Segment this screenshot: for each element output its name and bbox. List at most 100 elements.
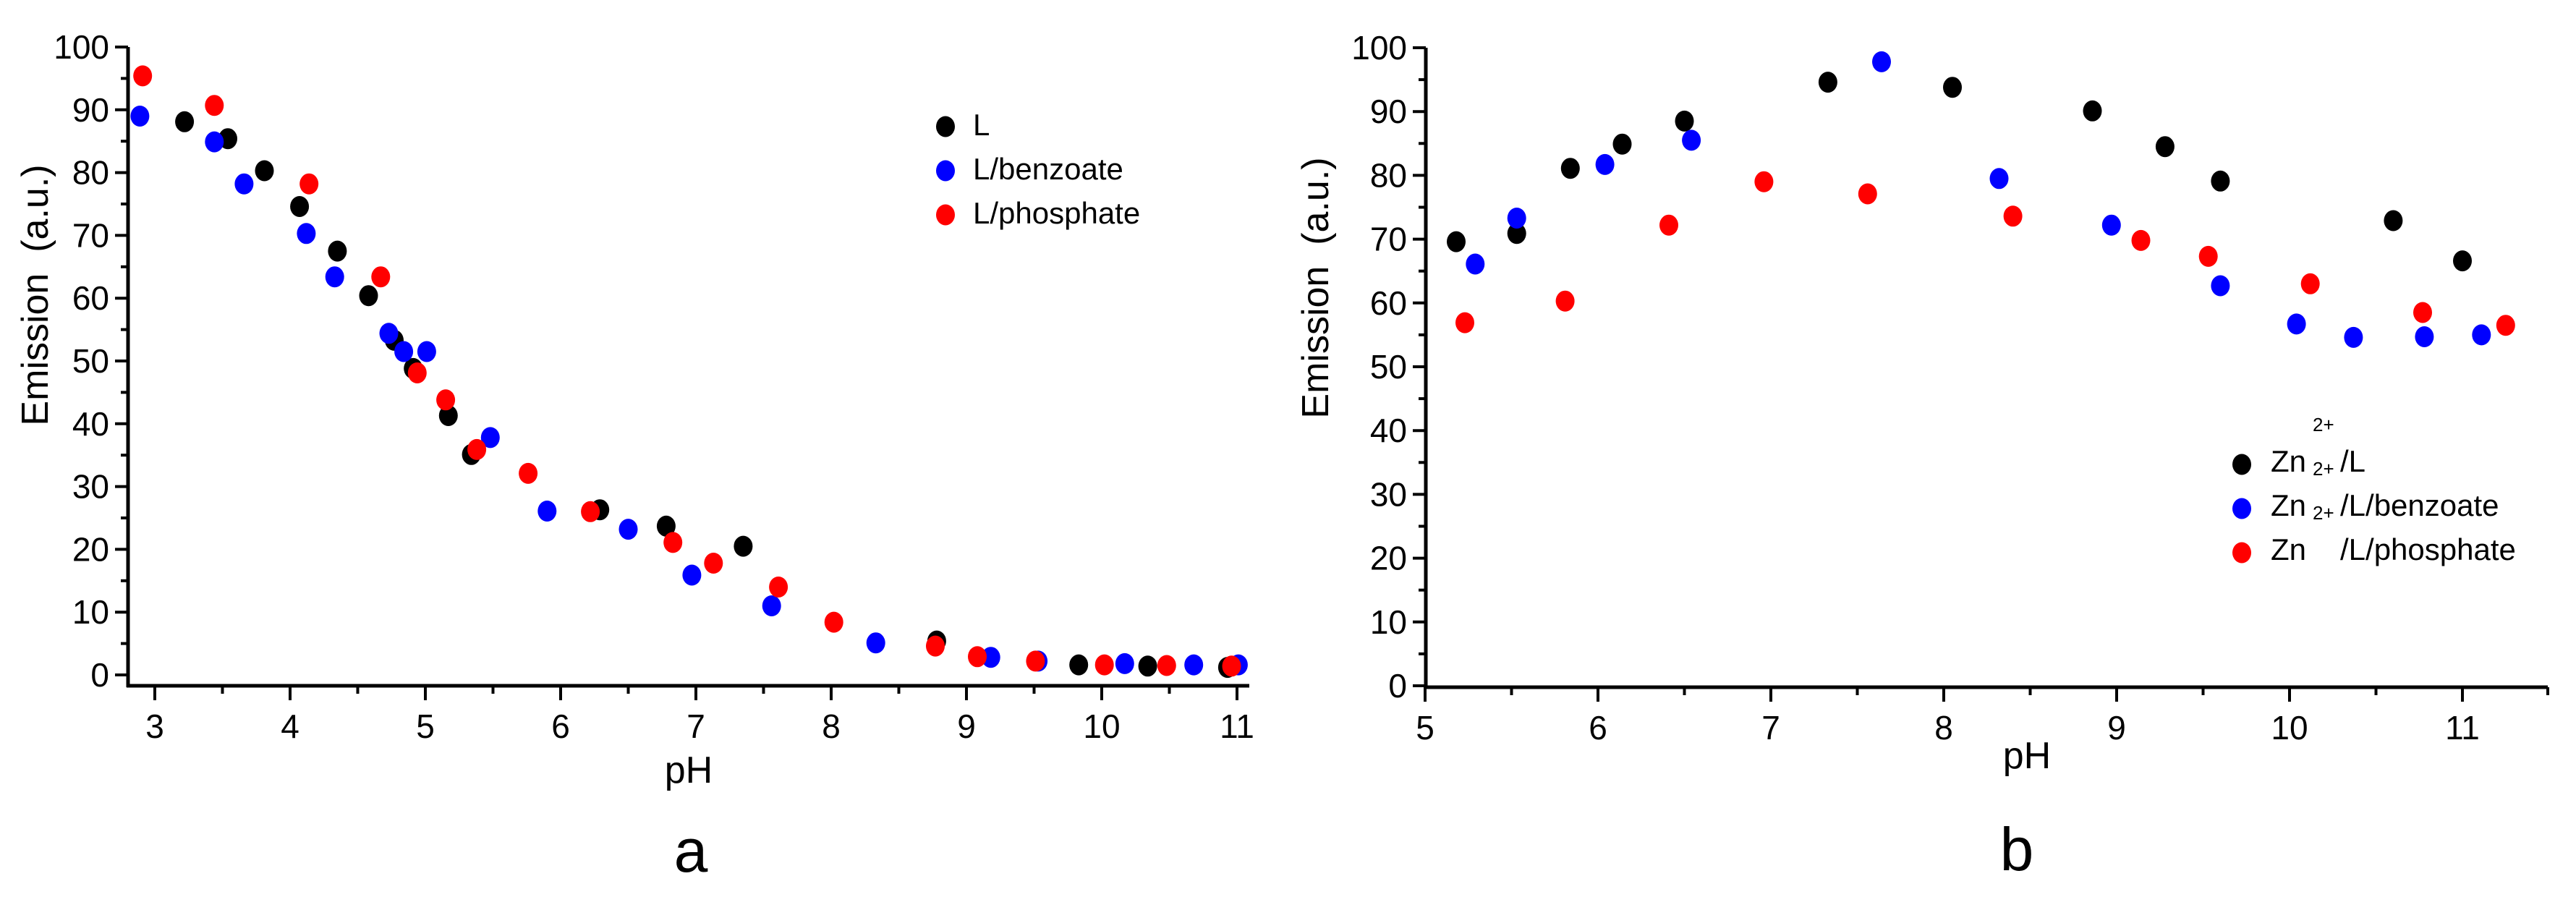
data-point bbox=[1507, 208, 1526, 229]
data-point bbox=[663, 532, 683, 553]
y-tick-label: 40 bbox=[72, 405, 109, 443]
data-point bbox=[1094, 654, 1114, 676]
x-tick-label: 7 bbox=[686, 707, 705, 745]
y-tick-label: 50 bbox=[72, 342, 109, 380]
y-tick-label: 70 bbox=[72, 216, 109, 254]
data-point bbox=[1555, 290, 1575, 312]
data-point bbox=[2384, 210, 2403, 231]
data-point bbox=[2155, 136, 2175, 158]
data-point bbox=[480, 427, 500, 448]
data-point bbox=[1682, 129, 1701, 151]
legend-label-prefix: Zn bbox=[2271, 488, 2306, 522]
data-point bbox=[436, 389, 456, 411]
data-point bbox=[769, 577, 788, 598]
legend-marker-icon bbox=[936, 116, 955, 137]
y-tick-label: 80 bbox=[72, 154, 109, 192]
data-point bbox=[734, 535, 753, 557]
data-point bbox=[1447, 231, 1466, 252]
data-point bbox=[682, 564, 702, 586]
legend-marker-icon bbox=[2232, 542, 2251, 564]
data-point bbox=[379, 323, 399, 344]
x-tick-label: 3 bbox=[145, 707, 164, 745]
data-point bbox=[1560, 158, 1580, 179]
data-point bbox=[981, 647, 1000, 668]
legend-label-prefix: Zn bbox=[2271, 532, 2306, 566]
y-tick-label: 0 bbox=[90, 656, 109, 694]
data-point bbox=[2472, 324, 2491, 346]
data-point bbox=[130, 106, 150, 127]
legend-label: /L/phosphate bbox=[2340, 532, 2516, 566]
data-point bbox=[205, 131, 224, 153]
data-point bbox=[2300, 273, 2320, 294]
data-point bbox=[1069, 654, 1089, 676]
panel-a-data-points bbox=[130, 65, 1248, 679]
data-point bbox=[234, 173, 254, 195]
x-tick-label: 7 bbox=[1761, 709, 1780, 747]
data-point bbox=[297, 223, 316, 245]
panel-b-legend: Zn 2+ /L Zn 2+ /L/benzoate Zn 2+ /L/phosphate bbox=[2232, 414, 2516, 566]
data-point bbox=[467, 438, 487, 460]
legend-marker-icon bbox=[936, 204, 955, 226]
data-point bbox=[1138, 655, 1157, 677]
data-point bbox=[407, 362, 427, 383]
y-tick-label: 20 bbox=[72, 530, 109, 568]
data-point bbox=[2453, 250, 2472, 272]
y-tick-label: 100 bbox=[1351, 29, 1407, 67]
x-tick-label: 8 bbox=[822, 707, 841, 745]
x-tick-label: 5 bbox=[1416, 709, 1434, 747]
legend-item: L/benzoate bbox=[936, 152, 1123, 186]
data-point bbox=[299, 173, 319, 195]
y-tick-label: 30 bbox=[72, 468, 109, 506]
data-point bbox=[371, 266, 391, 288]
data-point bbox=[1184, 654, 1204, 676]
data-point bbox=[1455, 312, 1474, 333]
data-point bbox=[2415, 326, 2434, 347]
data-point bbox=[968, 646, 987, 668]
panel-b-data-points bbox=[1447, 51, 2515, 348]
legend-label: L/benzoate bbox=[973, 152, 1123, 186]
data-point bbox=[133, 65, 153, 87]
data-point bbox=[1026, 650, 1045, 672]
data-point bbox=[2413, 302, 2432, 323]
series-zn2-l-benzoate bbox=[1466, 51, 2491, 348]
legend-marker-icon bbox=[936, 160, 955, 182]
y-tick-label: 60 bbox=[72, 279, 109, 317]
y-tick-label: 30 bbox=[1370, 475, 1407, 513]
data-point bbox=[1943, 77, 1962, 98]
data-point bbox=[2003, 205, 2023, 227]
data-point bbox=[2496, 315, 2515, 336]
data-point bbox=[656, 515, 676, 537]
data-point bbox=[581, 501, 600, 522]
data-point bbox=[2211, 275, 2230, 297]
legend-label-superscript: 2+ bbox=[2313, 458, 2334, 480]
data-point bbox=[1872, 51, 1891, 72]
x-tick-label: 9 bbox=[957, 707, 976, 745]
data-point bbox=[1466, 253, 1485, 275]
x-tick-label: 8 bbox=[1934, 709, 1953, 747]
data-point bbox=[2131, 229, 2151, 251]
data-point bbox=[1754, 171, 1774, 192]
y-tick-label: 20 bbox=[1370, 540, 1407, 577]
y-tick-label: 100 bbox=[54, 28, 109, 66]
y-tick-label: 90 bbox=[72, 91, 109, 129]
panel-b-x-axis-title: pH bbox=[2003, 735, 2051, 777]
panel-b-axes: 0 10 20 30 40 50 60 70 80 90 100 5 6 7 8 9 10 11 bbox=[1351, 29, 2549, 747]
data-point bbox=[2344, 326, 2363, 348]
panel-a-x-axis-title: pH bbox=[665, 749, 713, 791]
data-point bbox=[704, 553, 723, 574]
data-point bbox=[1989, 168, 2009, 190]
legend-label: L/phosphate bbox=[973, 196, 1140, 230]
x-tick-label: 5 bbox=[416, 707, 435, 745]
data-point bbox=[2101, 214, 2121, 236]
panel-b-caption: b bbox=[2000, 815, 2034, 883]
data-point bbox=[537, 501, 557, 522]
y-tick-label: 10 bbox=[72, 593, 109, 631]
legend-label: /L/benzoate bbox=[2340, 488, 2499, 522]
legend-label-superscript: 2+ bbox=[2313, 502, 2334, 524]
y-tick-label: 0 bbox=[1388, 667, 1407, 705]
panel-b-y-axis-title: Emission (a.u.) bbox=[1295, 157, 1337, 418]
data-point bbox=[1595, 153, 1615, 175]
data-point bbox=[1612, 133, 1632, 155]
legend-item: L bbox=[936, 108, 990, 142]
